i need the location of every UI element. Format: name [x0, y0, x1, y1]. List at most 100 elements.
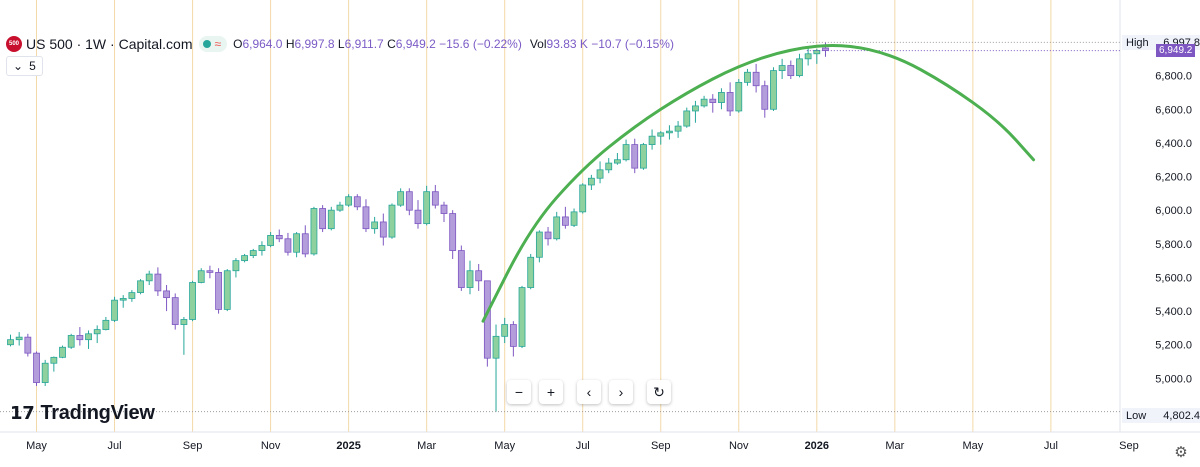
parabolic-trend-curve [481, 43, 1036, 323]
settings-gear-icon[interactable]: ⚙ [1174, 444, 1188, 461]
candle-body [726, 92, 734, 112]
candle-body [371, 221, 379, 230]
candle-body [744, 71, 751, 83]
x-tick-label: Jul [1044, 440, 1058, 452]
candle-body [128, 292, 136, 299]
candle-body [275, 235, 283, 240]
high-label: H [285, 37, 295, 51]
zoom-in-button[interactable]: + [539, 380, 563, 404]
scroll-right-button[interactable]: › [609, 380, 633, 404]
candle-body [319, 208, 327, 230]
y-tick-label: 5,200.0 [1155, 340, 1192, 352]
candle-body [180, 319, 188, 325]
candle-body [388, 204, 396, 238]
y-tick-label: 5,600.0 [1155, 272, 1192, 284]
candle-body [379, 221, 387, 238]
candle-body [353, 196, 361, 208]
candle-body [258, 245, 266, 251]
candle-body [553, 216, 561, 240]
symbol-logo-icon[interactable]: 500 [6, 36, 22, 52]
candle-body [293, 233, 301, 253]
candle-body [102, 319, 110, 330]
zoom-out-button[interactable]: − [507, 380, 531, 404]
symbol-title[interactable]: US 500 · 1W · Capital.com [26, 36, 193, 52]
candle-body [796, 58, 803, 77]
candle-body [310, 208, 318, 255]
candle-body [137, 280, 144, 293]
tradingview-logo[interactable]: 𝟭𝟳 TradingView [10, 402, 155, 425]
candle-body [631, 144, 639, 169]
candle-body [336, 204, 344, 211]
x-tick-label: Nov [261, 440, 281, 452]
candle-body [778, 65, 786, 71]
candle-body [423, 191, 431, 225]
candle-body [587, 177, 595, 186]
y-tick-label: 6,600.0 [1155, 104, 1192, 116]
y-tick-label: 6,000.0 [1155, 205, 1192, 217]
volume-label: Vol [529, 37, 547, 51]
candle-body [206, 270, 214, 273]
indicator-collapse-button[interactable]: ⌄ 5 [6, 56, 43, 76]
ohlc-values: O6,964.0 H6,997.8 L6,911.7 C6,949.2 −15.… [233, 37, 522, 51]
low-tag-value: 4,802.4 [1163, 409, 1200, 422]
candle-body [692, 105, 699, 112]
reset-chart-button[interactable]: ↻ [647, 380, 671, 404]
candle-body [761, 85, 769, 110]
candle-body [544, 231, 552, 240]
candle-body [327, 209, 335, 230]
last-price-value: 6,949.2 [1159, 45, 1193, 56]
trend-curve-path [481, 43, 1036, 323]
candle-body [466, 270, 474, 288]
candle-body [284, 238, 292, 253]
x-tick-label: Jul [576, 440, 590, 452]
candle-body [501, 324, 509, 337]
candle-body [492, 335, 500, 359]
candlesticks [7, 42, 829, 412]
y-tick-label: 6,400.0 [1155, 138, 1192, 150]
candle-body [85, 333, 92, 341]
candle-body [33, 352, 40, 383]
low-price-tag: Low 4,802.4 [1122, 408, 1200, 423]
candle-body [249, 250, 257, 256]
candle-body [232, 260, 240, 272]
candle-body [804, 53, 812, 60]
candle-body [674, 125, 682, 132]
x-tick-label: Jul [108, 440, 122, 452]
x-tick-label: Sep [1119, 440, 1139, 452]
y-tick-label: 6,200.0 [1155, 172, 1192, 184]
candle-body [362, 206, 370, 230]
wave-icon: ≈ [214, 37, 222, 51]
candle-body [405, 191, 413, 211]
low-value: 6,911.7 [344, 37, 384, 51]
x-tick-label: Mar [885, 440, 904, 452]
candle-body [518, 287, 526, 347]
candle-body [457, 250, 465, 288]
x-tick-label: May [26, 440, 47, 452]
market-status-pill[interactable]: ≈ [198, 36, 228, 52]
scroll-left-button[interactable]: ‹ [577, 380, 601, 404]
candle-body [197, 270, 205, 283]
candle-body [414, 209, 422, 225]
market-open-icon [202, 40, 211, 48]
high-tag-label: High [1126, 36, 1149, 49]
chevron-down-icon: ⌄ [13, 59, 24, 73]
candle-body [700, 98, 708, 107]
x-tick-label: Mar [417, 440, 436, 452]
x-tick-label: Sep [651, 440, 671, 452]
candle-body [215, 272, 222, 310]
x-tick-label: Nov [729, 440, 749, 452]
x-tick-label: May [494, 440, 515, 452]
price-axis: 5,000.0 5,200.0 5,400.0 5,600.0 5,800.0 6,000… [1155, 37, 1192, 385]
y-tick-label: 5,000.0 [1155, 373, 1192, 385]
candle-body [535, 231, 543, 258]
volume-legend: Vol93.83 K −10.7 (−0.15%) [530, 37, 674, 51]
candle-body [770, 70, 777, 110]
candle-body [579, 184, 587, 213]
candle-body [397, 191, 405, 206]
time-axis: May Jul Sep Nov 2025 Mar May Jul Sep Nov 2026 Mar Ma… [26, 440, 1139, 452]
indicator-count: 5 [29, 59, 36, 73]
candle-body [787, 65, 795, 77]
candle-body [76, 335, 84, 341]
candle-body [431, 191, 439, 206]
